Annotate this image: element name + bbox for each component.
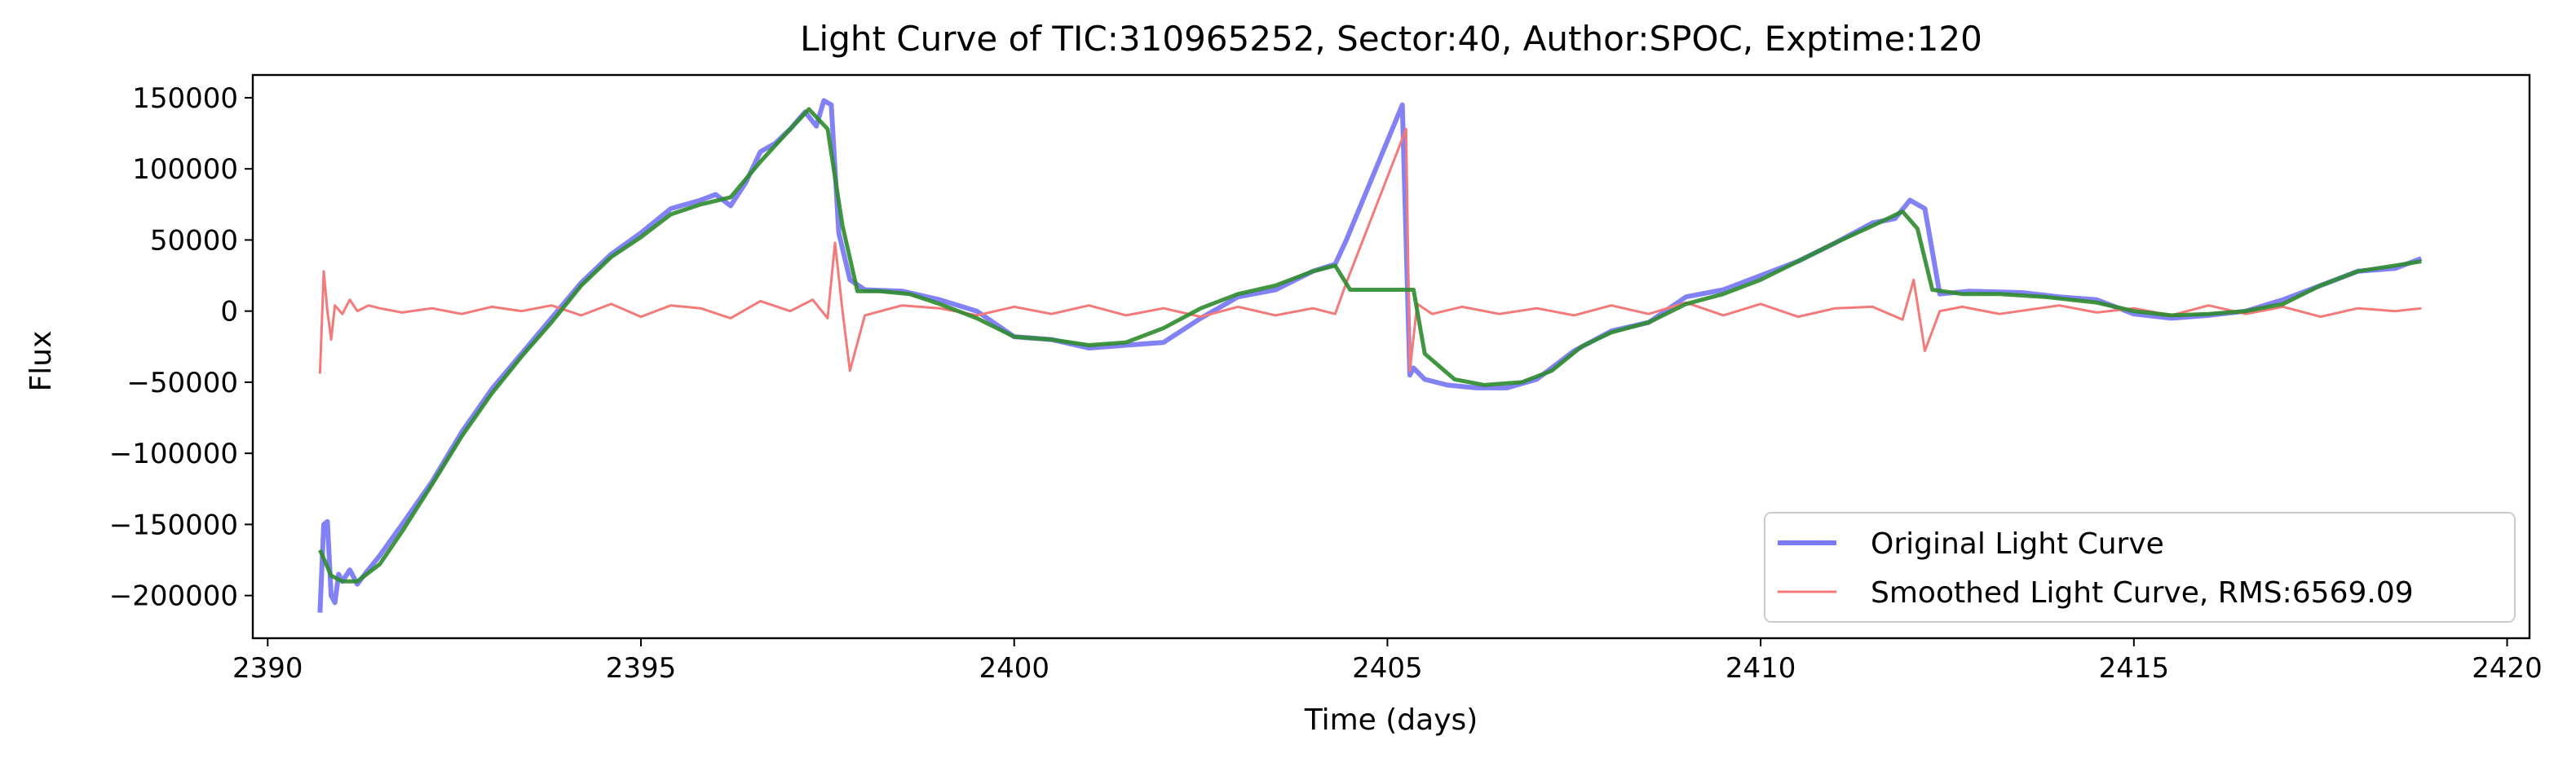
x-tick-label: 2410 <box>1725 652 1796 685</box>
y-tick-label: −50000 <box>126 367 238 399</box>
x-tick-label: 2420 <box>2472 652 2543 685</box>
y-tick-label: 0 <box>220 296 238 328</box>
series-smoothed-line <box>318 127 2422 374</box>
y-axis: −200000 −150000 −100000 −50000 0 50000 100000 1… <box>109 82 253 613</box>
legend-box <box>1764 512 2516 623</box>
x-tick-label: 2390 <box>232 652 303 685</box>
y-tick-label: −150000 <box>109 509 238 541</box>
x-tick-label: 2415 <box>2099 652 2170 685</box>
x-axis: 2390 2395 2400 2405 2410 2415 2420 <box>232 638 2543 685</box>
x-tick-label: 2405 <box>1352 652 1423 685</box>
legend: Original Light Curve Smoothed Light Curv… <box>1764 512 2516 623</box>
y-axis-label: Flux <box>24 331 58 392</box>
y-tick-label: 100000 <box>132 153 238 186</box>
y-tick-label: 50000 <box>150 224 238 257</box>
plot-frame <box>251 73 2531 640</box>
chart-title: Light Curve of TIC:310965252, Sector:40,… <box>800 19 1982 59</box>
legend-label-smoothed: Smoothed Light Curve, RMS:6569.09 <box>1871 576 2414 610</box>
x-tick-label: 2400 <box>979 652 1049 685</box>
series-trend-line <box>318 107 2422 584</box>
x-axis-label: Time (days) <box>1304 703 1478 737</box>
y-tick-label: 150000 <box>132 82 238 115</box>
y-tick-label: −100000 <box>109 438 238 470</box>
y-tick-label: −200000 <box>109 580 238 613</box>
legend-label-original: Original Light Curve <box>1871 527 2164 561</box>
plot-area <box>317 98 2423 613</box>
x-tick-label: 2395 <box>606 652 677 685</box>
series-original-line <box>317 98 2423 613</box>
